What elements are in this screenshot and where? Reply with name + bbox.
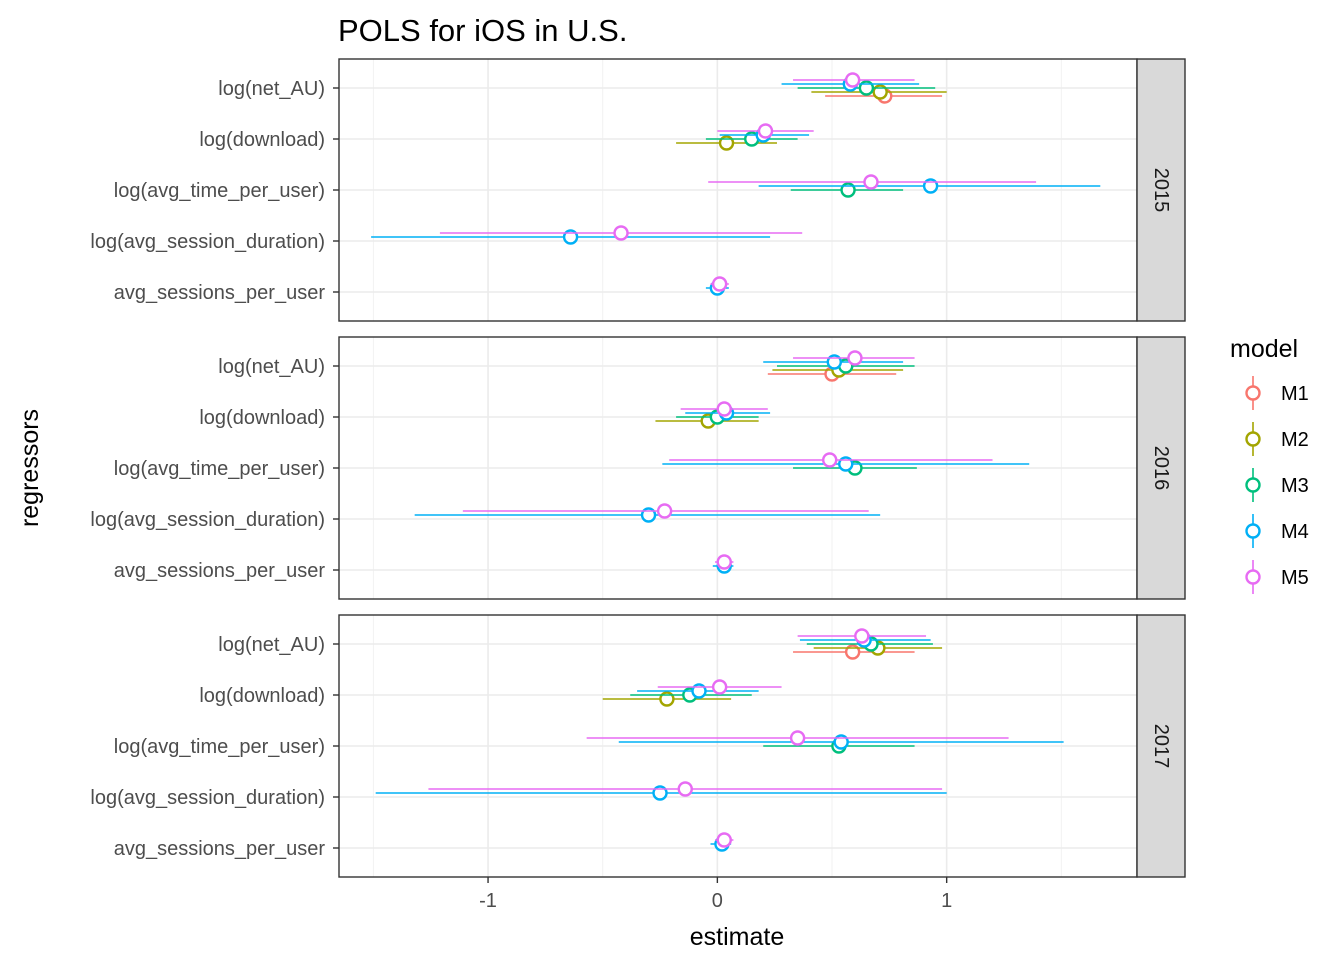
y-tick-label: log(avg_time_per_user) bbox=[114, 180, 325, 202]
legend-item-M2: M2 bbox=[1245, 422, 1309, 456]
estimate-point-M5 bbox=[439, 225, 803, 241]
estimate-point-M5 bbox=[586, 730, 1009, 746]
estimate-marker bbox=[716, 554, 732, 570]
y-tick-label: avg_sessions_per_user bbox=[114, 838, 326, 860]
estimate-marker bbox=[711, 679, 728, 695]
estimate-point-M2 bbox=[676, 135, 777, 151]
estimate-marker bbox=[716, 401, 732, 417]
estimate-point-M5 bbox=[793, 72, 915, 88]
panel-2015: log(net_AU) log(download) log(avg_time_per… bbox=[90, 58, 1186, 322]
panel-2016: log(net_AU) log(download) log(avg_time_per… bbox=[90, 336, 1186, 600]
y-tick-label: log(net_AU) bbox=[218, 634, 325, 656]
facet-strip-label: 2017 bbox=[1150, 724, 1172, 769]
estimate-point-M5 bbox=[715, 832, 734, 848]
y-tick-label: log(download) bbox=[199, 685, 325, 707]
facet-strip-label: 2015 bbox=[1150, 168, 1172, 213]
legend-item-M4: M4 bbox=[1245, 514, 1309, 548]
legend-key-marker bbox=[1245, 569, 1261, 585]
estimate-point-M5 bbox=[717, 123, 814, 139]
estimate-point-M5 bbox=[793, 350, 915, 366]
y-tick-label: log(download) bbox=[199, 129, 325, 151]
legend-label: M1 bbox=[1281, 383, 1309, 405]
legend-key-marker bbox=[1245, 385, 1261, 401]
estimate-marker bbox=[789, 730, 806, 746]
y-tick-label: log(avg_session_duration) bbox=[90, 231, 325, 253]
legend-key-marker bbox=[1245, 523, 1261, 539]
legend-item-M3: M3 bbox=[1245, 468, 1309, 502]
estimate-marker bbox=[711, 276, 728, 292]
estimate-marker bbox=[613, 225, 629, 241]
legend-key-marker bbox=[1245, 431, 1261, 447]
facet-strip bbox=[1136, 58, 1186, 322]
estimate-marker bbox=[656, 503, 673, 519]
estimate-marker bbox=[757, 123, 774, 139]
legend-item-M5: M5 bbox=[1245, 560, 1309, 594]
x-axis: -1 0 1 bbox=[479, 877, 952, 912]
facet-strip bbox=[1136, 336, 1186, 600]
y-tick-label: avg_sessions_per_user bbox=[114, 282, 326, 304]
estimate-point-M5 bbox=[708, 174, 1037, 190]
estimate-marker bbox=[863, 174, 879, 190]
estimate-point-M5 bbox=[710, 276, 729, 292]
y-tick-label: log(avg_time_per_user) bbox=[114, 458, 325, 480]
y-tick-label: log(avg_session_duration) bbox=[90, 787, 325, 809]
estimate-point-M5 bbox=[797, 628, 927, 644]
panels: log(net_AU) log(download) log(avg_time_per… bbox=[90, 58, 1186, 878]
y-tick-label: avg_sessions_per_user bbox=[114, 560, 326, 582]
y-tick-label: log(avg_session_duration) bbox=[90, 509, 325, 531]
estimate-point-M5 bbox=[715, 554, 734, 570]
x-tick-label: -1 bbox=[479, 890, 497, 912]
legend-label: M3 bbox=[1281, 475, 1309, 497]
y-axis-title: regressors bbox=[16, 409, 44, 527]
panel-2017: log(net_AU) log(download) log(avg_time_per… bbox=[90, 614, 1186, 878]
estimate-marker bbox=[854, 628, 870, 644]
estimate-marker bbox=[847, 350, 863, 366]
legend-title: model bbox=[1230, 335, 1298, 363]
legend-item-M1: M1 bbox=[1245, 376, 1309, 410]
legend-key-marker bbox=[1245, 477, 1261, 493]
legend-label: M2 bbox=[1281, 429, 1309, 451]
chart-title: POLS for iOS in U.S. bbox=[338, 13, 627, 48]
facet-strip-label: 2016 bbox=[1150, 446, 1172, 491]
legend: model M1 M2 M3 M4 M5 bbox=[1230, 335, 1309, 594]
x-tick-label: 1 bbox=[941, 890, 952, 912]
estimate-point-M5 bbox=[428, 781, 943, 797]
estimate-point-M5 bbox=[657, 679, 782, 695]
y-tick-label: log(net_AU) bbox=[218, 78, 325, 100]
estimate-marker bbox=[822, 452, 838, 468]
legend-label: M4 bbox=[1281, 521, 1309, 543]
estimate-marker bbox=[716, 832, 732, 848]
y-tick-label: log(net_AU) bbox=[218, 356, 325, 378]
estimate-marker bbox=[844, 72, 861, 88]
x-axis-title: estimate bbox=[690, 923, 784, 951]
facet-strip bbox=[1136, 614, 1186, 878]
estimate-point-M5 bbox=[669, 452, 993, 468]
estimate-point-M5 bbox=[462, 503, 869, 519]
estimate-point-M5 bbox=[680, 401, 768, 417]
y-tick-label: log(download) bbox=[199, 407, 325, 429]
legend-label: M5 bbox=[1281, 567, 1309, 589]
estimate-marker bbox=[677, 781, 693, 797]
x-tick-label: 0 bbox=[712, 890, 723, 912]
y-tick-label: log(avg_time_per_user) bbox=[114, 736, 325, 758]
